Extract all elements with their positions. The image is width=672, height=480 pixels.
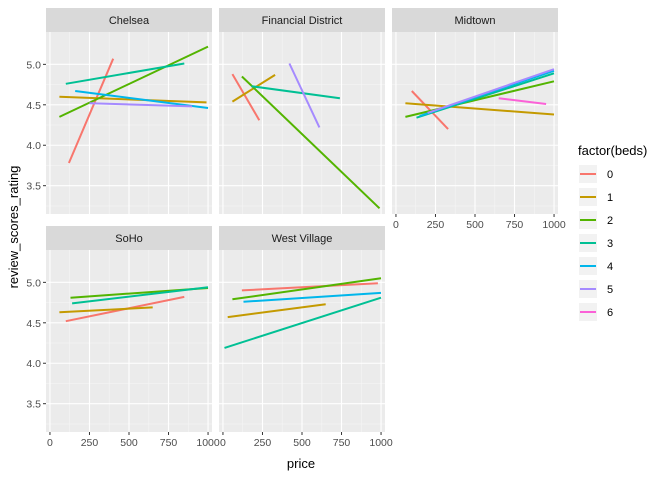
legend-label: 5 [607, 284, 613, 296]
series-line-soho-beds-1 [59, 306, 153, 314]
strip-soho [46, 226, 212, 250]
legend-label: 4 [607, 261, 613, 273]
panel-soho: SoHo [46, 226, 212, 432]
panel-chelsea: Chelsea [46, 8, 212, 214]
series-line-west-village-beds-2 [232, 277, 382, 301]
series-line-chelsea-beds-5 [89, 102, 193, 108]
panel-midtown: Midtown [392, 8, 558, 214]
series-line-soho-beds-3 [71, 286, 209, 305]
series-line-west-village-beds-1 [227, 303, 326, 319]
strip-midtown [392, 8, 558, 32]
x-tick-label: 0 [47, 437, 53, 449]
series-line-midtown-beds-5 [427, 68, 555, 114]
x-tick-label: 0 [220, 437, 226, 449]
series-line-chelsea-beds-3 [65, 62, 185, 85]
strip-financial-district [219, 8, 385, 32]
series-line-west-village-beds-3 [224, 296, 382, 349]
axes: 3.5 4.0 4.5 5.0 0 250 500 750 1000 3.5 4.0 4.5 5.0 0 2… [26, 59, 565, 449]
series-line-chelsea-beds-4 [75, 90, 209, 109]
x-tick-label: 250 [427, 219, 445, 231]
legend-item-beds-3: 3 [579, 234, 613, 252]
legend-label: 1 [607, 192, 613, 204]
legend-item-beds-0: 0 [579, 165, 613, 183]
legend-label: 0 [607, 169, 613, 181]
series-line-west-village-beds-4 [243, 291, 382, 303]
x-tick-label: 750 [333, 437, 351, 449]
x-tick-label: 0 [393, 219, 399, 231]
x-tick-label: 500 [466, 219, 484, 231]
strip-west-village [219, 226, 385, 250]
series-line-chelsea-beds-2 [58, 45, 209, 118]
x-tick-label: 250 [254, 437, 272, 449]
x-axis-title: price [287, 456, 315, 471]
y-tick-label: 4.0 [26, 358, 41, 370]
series-line-financial-district-beds-0 [231, 73, 261, 121]
legend-item-beds-2: 2 [579, 211, 613, 229]
x-tick-label: 250 [81, 437, 99, 449]
legend-title: factor(beds) [578, 143, 647, 158]
strip-label-soho: SoHo [115, 233, 143, 245]
legend-label: 2 [607, 215, 613, 227]
series-line-financial-district-beds-2 [241, 75, 381, 210]
panel-financial-district: Financial District [219, 8, 385, 214]
x-tick-label: 750 [160, 437, 178, 449]
strip-label-financial-district: Financial District [262, 15, 343, 27]
y-tick-label: 4.5 [26, 100, 41, 112]
legend-label: 3 [607, 238, 613, 250]
y-tick-label: 4.5 [26, 318, 41, 330]
legend-item-beds-6: 6 [579, 303, 613, 321]
x-tick-label: 1000 [196, 437, 220, 449]
strip-label-midtown: Midtown [455, 15, 496, 27]
series-line-west-village-beds-0 [241, 282, 378, 292]
series-line-midtown-beds-6 [498, 97, 547, 105]
legend-label: 6 [607, 307, 613, 319]
x-tick-label: 500 [293, 437, 311, 449]
strip-label-west-village: West Village [272, 233, 333, 245]
x-tick-label: 1000 [542, 219, 566, 231]
y-tick-label: 5.0 [26, 277, 41, 289]
y-tick-label: 5.0 [26, 59, 41, 71]
strip-chelsea [46, 8, 212, 32]
strip-label-chelsea: Chelsea [109, 15, 150, 27]
panel-west-village: West Village [219, 226, 385, 432]
y-tick-label: 3.5 [26, 399, 41, 411]
x-tick-label: 1000 [369, 437, 393, 449]
y-tick-label: 3.5 [26, 181, 41, 193]
facet-panels: Chelsea Financial District Midtown SoHo West… [46, 8, 558, 432]
x-tick-label: 750 [506, 219, 524, 231]
legend: factor(beds) 0 1 2 3 4 5 6 [578, 143, 647, 321]
legend-item-beds-5: 5 [579, 280, 613, 298]
series-line-financial-district-beds-3 [251, 85, 341, 100]
y-axis-title: review_scores_rating [6, 166, 21, 289]
series-line-financial-district-beds-5 [288, 63, 321, 128]
y-tick-label: 4.0 [26, 140, 41, 152]
legend-item-beds-1: 1 [579, 188, 613, 206]
series-line-chelsea-beds-1 [59, 95, 207, 104]
x-tick-label: 500 [120, 437, 138, 449]
series-line-midtown-beds-1 [405, 102, 555, 116]
legend-item-beds-4: 4 [579, 257, 613, 275]
